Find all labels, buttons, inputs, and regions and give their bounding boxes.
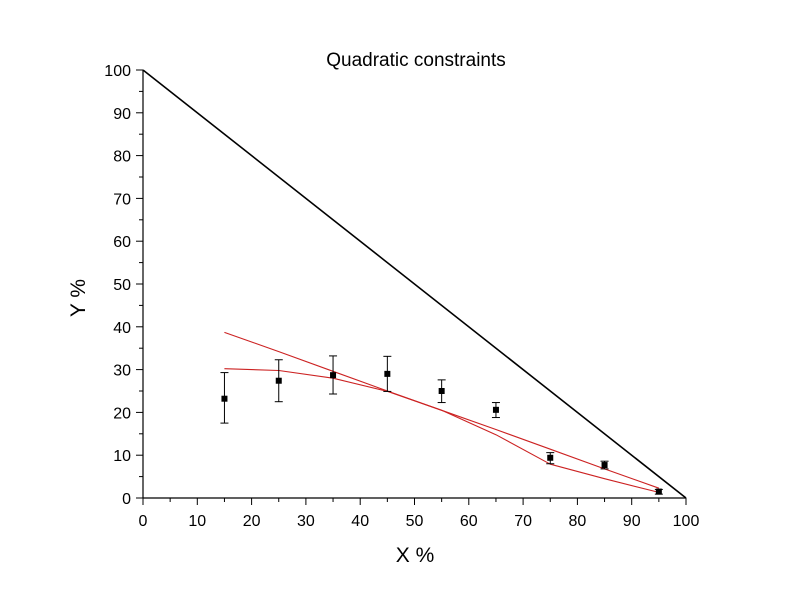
y-tick-label: 20	[113, 405, 131, 422]
constraint-line	[142, 69, 687, 499]
data-point	[492, 406, 499, 413]
y-tick-label: 40	[113, 320, 131, 337]
data-point	[384, 370, 391, 377]
y-tick-label: 10	[113, 448, 131, 465]
y-tick-label: 30	[113, 363, 131, 380]
plot-area: 0 10 20 30 40 50 60 70 80 90 100 0 10 20 30 40 50 60 70 80 9…	[104, 63, 699, 530]
data-point	[221, 395, 228, 402]
x-axis-title: X %	[396, 544, 435, 567]
y-tick-label: 70	[113, 191, 131, 208]
x-tick-label: 50	[406, 513, 424, 530]
chart-title: Quadratic constraints	[326, 50, 506, 71]
data-point	[547, 454, 554, 461]
x-tick-label: 40	[351, 513, 369, 530]
x-tick-label: 10	[188, 513, 206, 530]
data-point	[601, 462, 608, 469]
data-point	[655, 488, 662, 495]
x-tick-label: 60	[460, 513, 478, 530]
x-tick-label: 80	[569, 513, 587, 530]
x-tick-label: 20	[243, 513, 261, 530]
y-tick-label: 90	[113, 106, 131, 123]
data-point	[438, 388, 445, 394]
x-tick-label: 100	[673, 513, 700, 530]
y-tick-label: 100	[104, 63, 131, 80]
x-tick-label: 70	[514, 513, 532, 530]
x-tick-label: 30	[297, 513, 315, 530]
fit-curve	[224, 368, 660, 493]
y-axis-title: Y %	[67, 279, 90, 317]
data-point	[330, 372, 337, 379]
y-tick-label: 80	[113, 149, 131, 166]
y-tick-label: 0	[122, 491, 131, 508]
x-tick-label: 0	[139, 513, 148, 530]
y-tick-label: 60	[113, 234, 131, 251]
x-tick-label: 90	[623, 513, 641, 530]
y-tick-label: 50	[113, 277, 131, 294]
data-point	[275, 377, 282, 384]
